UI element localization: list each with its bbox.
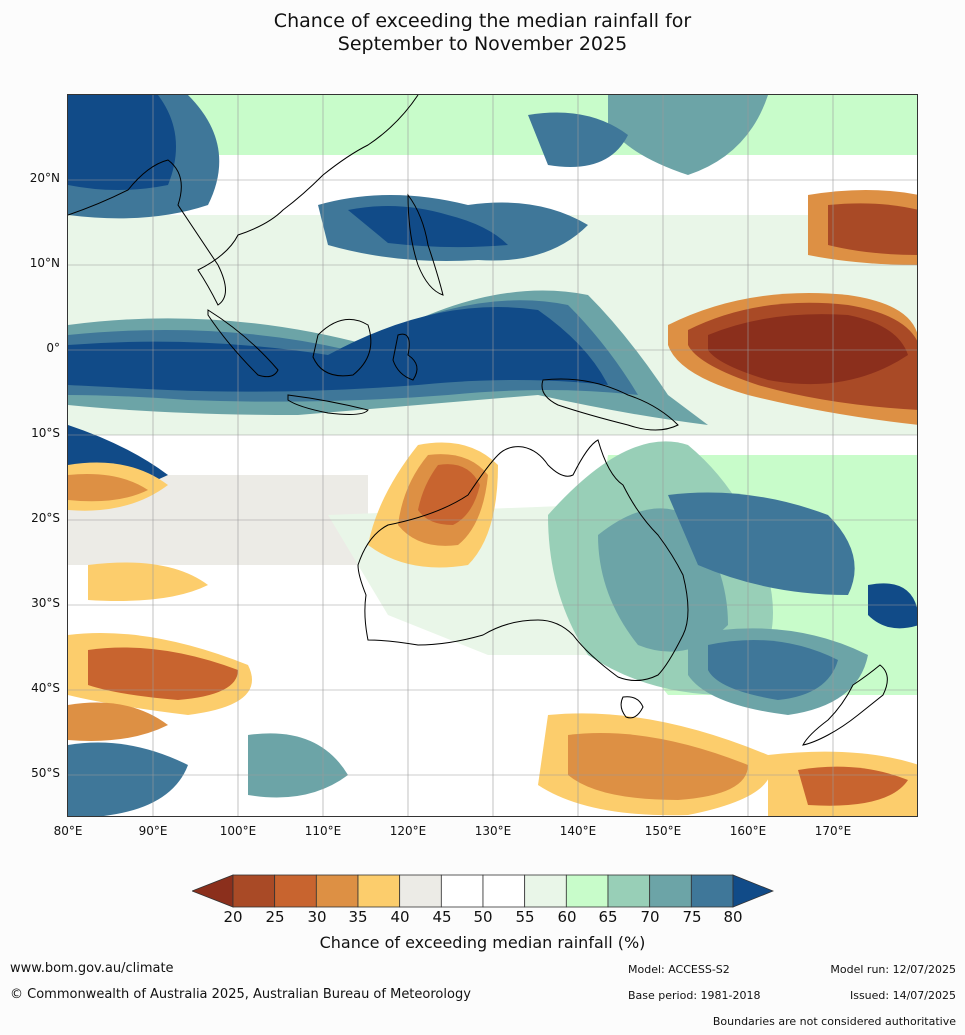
lon-label-150e: 150°E — [644, 824, 682, 838]
rainfall-map — [67, 94, 918, 817]
legend-cell — [607, 874, 651, 908]
tasmania-coast — [620, 696, 644, 719]
legend-arrow-high — [732, 874, 774, 908]
legend-tick-25: 25 — [265, 908, 285, 926]
colorbar — [192, 874, 774, 908]
new-guinea-coast — [541, 378, 679, 431]
issued-text: Issued: 14/07/2025 — [849, 989, 956, 1002]
legend-arrow-low — [192, 874, 234, 908]
map-svg — [68, 95, 917, 816]
lat-label-10n: 10°N — [29, 256, 60, 270]
lon-label-140e: 140°E — [559, 824, 597, 838]
new-zealand-coast — [802, 664, 888, 746]
asia-coast — [68, 95, 419, 306]
legend-tick-30: 30 — [307, 908, 327, 926]
australia-coast — [357, 439, 689, 681]
lon-label-170e: 170°E — [814, 824, 852, 838]
legend-tick-45: 45 — [432, 908, 452, 926]
model-run-text: Model run: 12/07/2025 — [830, 963, 956, 976]
copyright-text: © Commonwealth of Australia 2025, Austra… — [10, 987, 471, 1002]
lat-label-40s: 40°S — [31, 681, 60, 695]
sulawesi-coast — [392, 333, 418, 381]
lon-label-160e: 160°E — [729, 824, 767, 838]
lon-label-110e: 110°E — [304, 824, 342, 838]
legend-cell — [357, 874, 401, 908]
philippines-coast — [407, 193, 444, 296]
legend-cell — [565, 874, 609, 908]
lat-label-10s: 10°S — [31, 426, 60, 440]
legend-tick-40: 40 — [390, 908, 410, 926]
legend-tick-55: 55 — [515, 908, 535, 926]
title-line-2: September to November 2025 — [337, 33, 628, 55]
legend-cell — [232, 874, 276, 908]
legend-tick-35: 35 — [348, 908, 368, 926]
borneo-coast — [312, 318, 372, 377]
legend-cell — [524, 874, 567, 908]
lon-label-130e: 130°E — [474, 824, 512, 838]
lat-label-20s: 20°S — [31, 511, 60, 525]
lon-label-90e: 90°E — [138, 824, 168, 838]
lat-label-50s: 50°S — [31, 766, 60, 780]
probability-fields — [68, 95, 917, 816]
model-text: Model: ACCESS-S2 — [628, 963, 730, 976]
legend-tick-70: 70 — [640, 908, 660, 926]
base-period-text: Base period: 1981-2018 — [628, 989, 761, 1002]
graticule — [68, 95, 917, 816]
legend-cell — [274, 874, 317, 908]
legend-tick-50: 50 — [473, 908, 493, 926]
title-line-1: Chance of exceeding the median rainfall … — [273, 10, 692, 32]
lat-label-20n: 20°N — [29, 171, 60, 185]
legend-tick-20: 20 — [223, 908, 243, 926]
legend-tick-80: 80 — [723, 908, 743, 926]
lon-label-100e: 100°E — [219, 824, 257, 838]
map-title: Chance of exceeding the median rainfall … — [0, 10, 965, 56]
legend-cell — [399, 874, 442, 908]
legend-cell — [440, 874, 484, 908]
lon-label-80e: 80°E — [53, 824, 83, 838]
lon-label-120e: 120°E — [389, 824, 427, 838]
legend-tick-65: 65 — [598, 908, 618, 926]
legend-cell — [649, 874, 692, 908]
legend-cell — [690, 874, 734, 908]
legend-tick-60: 60 — [557, 908, 577, 926]
java-coast — [287, 394, 369, 415]
legend-cell — [482, 874, 526, 908]
legend-cell — [315, 874, 359, 908]
website-link[interactable]: www.bom.gov.au/climate — [10, 961, 174, 976]
lat-label-0: 0° — [46, 341, 60, 355]
legend-title: Chance of exceeding median rainfall (%) — [319, 933, 646, 952]
disclaimer-text: Boundaries are not considered authoritat… — [712, 1015, 956, 1028]
sumatra-coast — [207, 309, 279, 378]
legend-tick-75: 75 — [682, 908, 702, 926]
lat-label-30s: 30°S — [31, 596, 60, 610]
coastlines — [68, 95, 888, 746]
